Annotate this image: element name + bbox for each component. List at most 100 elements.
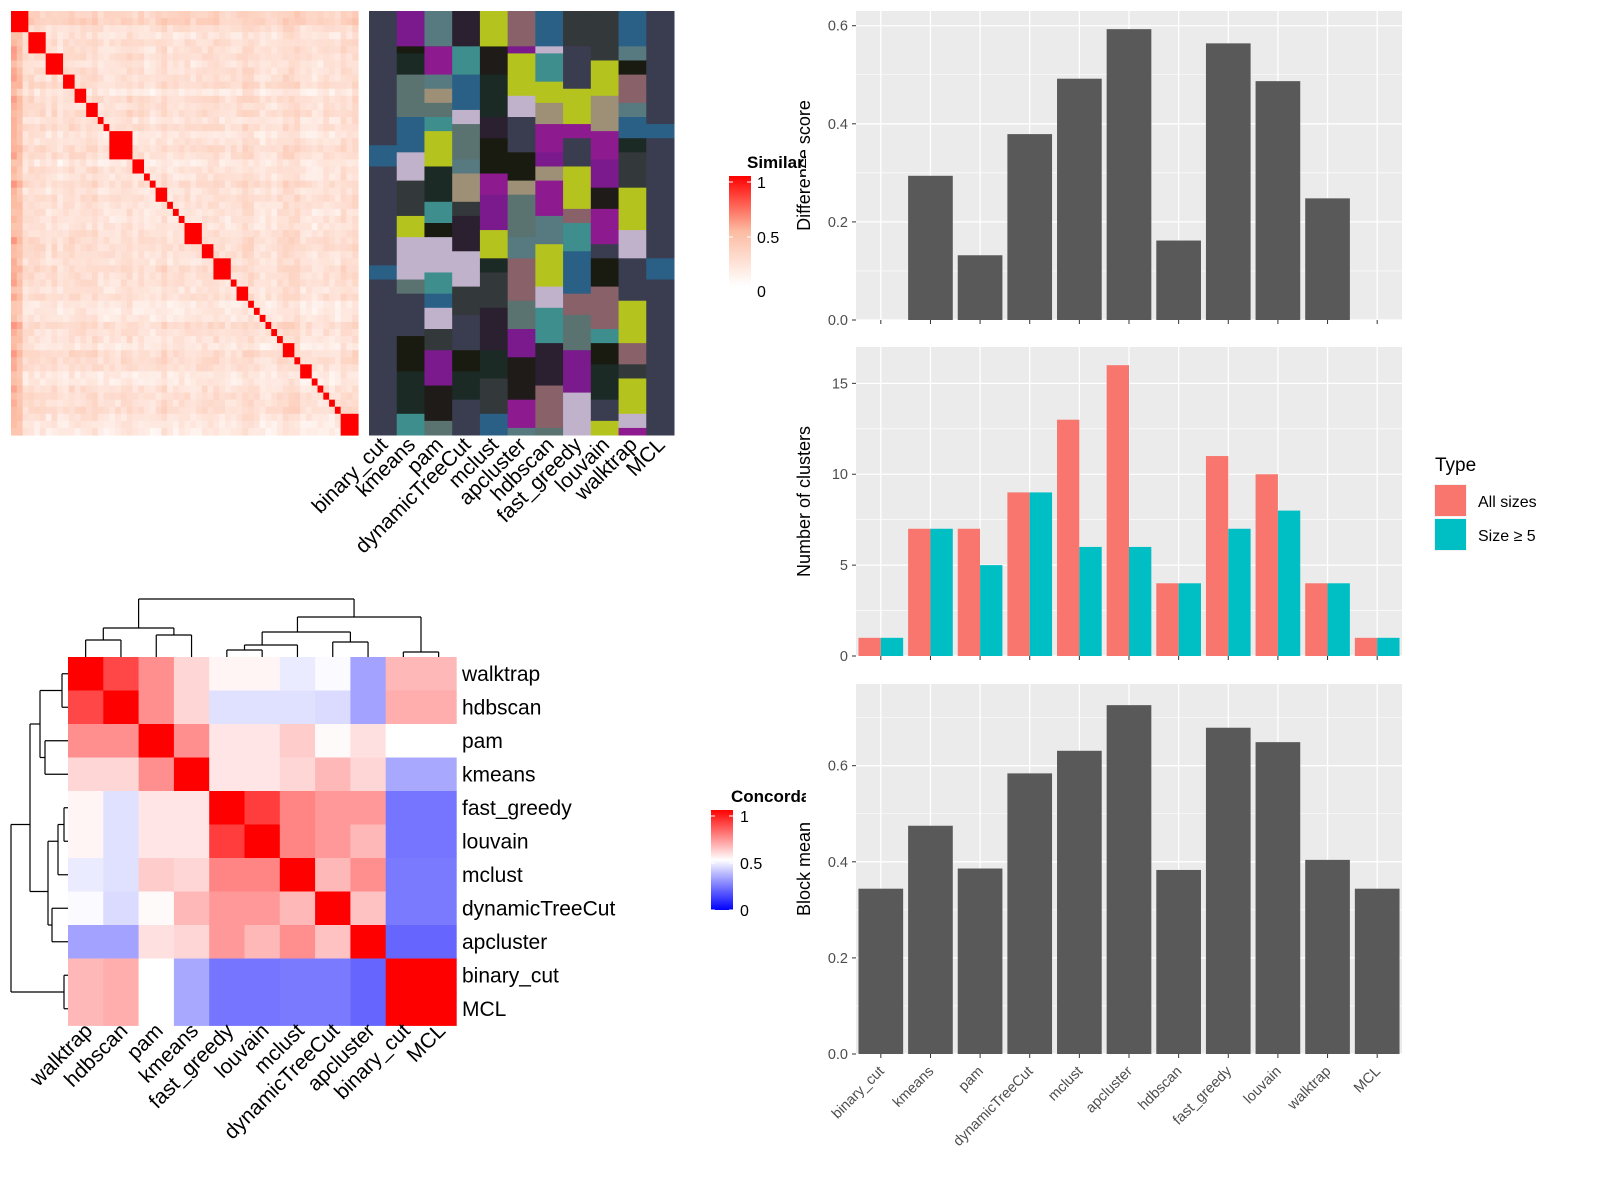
- similarity-cell: [172, 343, 180, 351]
- similarity-cell: [74, 18, 81, 26]
- similarity-cell: [190, 138, 197, 146]
- similarity-cell: [63, 406, 70, 415]
- similarity-cell: [207, 336, 215, 344]
- similarity-cell: [149, 187, 157, 196]
- similarity-cell: [329, 32, 336, 40]
- similarity-cell: [282, 265, 290, 274]
- similarity-cell: [265, 265, 272, 274]
- similarity-cell: [224, 152, 232, 160]
- similarity-cell: [352, 392, 359, 401]
- similarity-cell: [213, 187, 220, 196]
- similarity-cell: [74, 265, 81, 274]
- similarity-cell: [34, 237, 41, 245]
- similarity-cell: [271, 413, 278, 422]
- similarity-cell: [39, 307, 47, 316]
- similarity-cell: [346, 343, 353, 351]
- similarity-cell: [103, 18, 110, 26]
- similarity-cell: [242, 406, 249, 415]
- similarity-cell: [97, 286, 105, 295]
- similarity-cell: [68, 145, 76, 153]
- similarity-cell: [294, 385, 301, 394]
- similarity-cell: [213, 208, 220, 217]
- similarity-cell: [115, 364, 122, 372]
- similarity-cell: [161, 173, 168, 182]
- similarity-cell: [80, 102, 87, 111]
- similarity-cell: [317, 11, 324, 19]
- assignment-cell: [535, 427, 564, 436]
- similarity-cell: [126, 237, 134, 245]
- similarity-cell: [57, 25, 64, 33]
- similarity-cell: [45, 67, 53, 76]
- similarity-cell: [311, 371, 319, 380]
- similarity-cell: [311, 258, 319, 266]
- similarity-cell: [155, 329, 162, 337]
- similarity-cell: [190, 152, 197, 160]
- similarity-cell: [242, 314, 249, 323]
- similarity-cell: [230, 378, 238, 387]
- similarity-cell: [248, 223, 255, 231]
- similarity-cell: [230, 187, 238, 196]
- similarity-cell: [161, 258, 168, 266]
- similarity-cell: [144, 124, 151, 132]
- similarity-cell: [352, 180, 359, 189]
- similarity-cell: [340, 11, 348, 19]
- assignment-cell: [369, 265, 398, 281]
- cluster-assignment-heatmap: binary_cutkmeanspamdynamicTreeCutmclusta…: [308, 11, 675, 558]
- similarity-cell: [346, 230, 353, 238]
- similarity-cell: [196, 251, 203, 259]
- similarity-cell: [68, 109, 76, 118]
- similarity-cell: [352, 39, 359, 47]
- similarity-cell: [323, 159, 330, 168]
- similarity-cell: [352, 145, 359, 153]
- similarity-cell: [294, 208, 301, 217]
- similarity-cell: [230, 46, 238, 54]
- similarity-cell: [196, 145, 203, 153]
- similarity-cell: [126, 385, 134, 394]
- similarity-cell: [265, 145, 272, 153]
- similarity-cell: [63, 392, 70, 401]
- similarity-cell: [167, 343, 174, 351]
- similarity-cell: [352, 321, 359, 330]
- similarity-cell: [45, 53, 53, 62]
- concordance-cell: [173, 891, 210, 926]
- similarity-cell: [178, 413, 186, 422]
- similarity-cell: [259, 208, 267, 217]
- similarity-cell: [323, 39, 330, 47]
- similarity-cell: [201, 350, 209, 358]
- similarity-cell: [259, 173, 267, 182]
- assignment-cell: [452, 251, 481, 288]
- similarity-cell: [126, 67, 134, 76]
- similarity-cell: [340, 350, 348, 358]
- similarity-cell: [207, 244, 215, 252]
- similarity-cell: [184, 392, 191, 401]
- similarity-cell: [346, 102, 353, 111]
- bar: [1277, 510, 1301, 656]
- similarity-cell: [138, 74, 145, 83]
- similarity-cell: [196, 406, 203, 415]
- similarity-cell: [115, 124, 122, 132]
- similarity-cell: [311, 293, 319, 302]
- similarity-cell: [323, 385, 330, 394]
- similarity-cell: [149, 39, 157, 47]
- similarity-cell: [97, 237, 105, 245]
- similarity-cell: [323, 194, 330, 203]
- similarity-cell: [115, 67, 122, 76]
- similarity-cell: [144, 272, 151, 281]
- similarity-cell: [109, 286, 116, 295]
- similarity-cell: [219, 145, 226, 153]
- similarity-cell: [334, 145, 342, 153]
- similarity-cell: [11, 166, 18, 175]
- similarity-cell: [201, 336, 209, 344]
- similarity-cell: [120, 74, 128, 83]
- similarity-cell: [305, 194, 313, 203]
- similarity-cell: [317, 350, 324, 358]
- similarity-cell: [68, 244, 76, 252]
- similarity-cell: [161, 18, 168, 26]
- similarity-cell: [172, 237, 180, 245]
- similarity-cell: [51, 18, 58, 26]
- similarity-cell: [334, 237, 342, 245]
- concordance-cell: [385, 925, 422, 959]
- similarity-cell: [230, 350, 238, 358]
- similarity-cell: [265, 307, 272, 316]
